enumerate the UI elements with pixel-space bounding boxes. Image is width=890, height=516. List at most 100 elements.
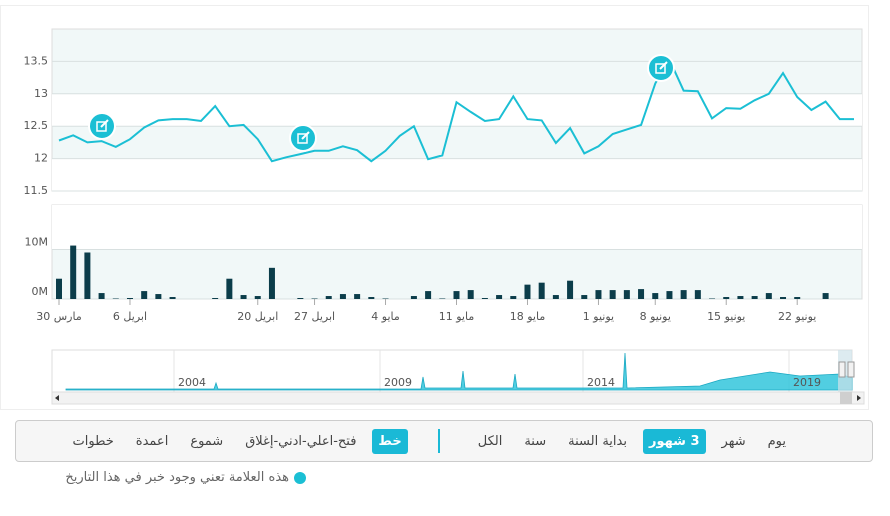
volume-bar bbox=[510, 296, 517, 299]
note-text: هذه العلامة تعني وجود خبر في هذا التاريخ bbox=[65, 470, 289, 485]
volume-bar bbox=[297, 298, 304, 299]
x-tick-label: 27 ابريل bbox=[294, 310, 335, 323]
nav-label: 2014 bbox=[587, 376, 615, 389]
nav-label: 2004 bbox=[178, 376, 206, 389]
volume-bar bbox=[581, 295, 588, 299]
range-button[interactable]: الكل bbox=[477, 433, 503, 449]
volume-bar bbox=[595, 290, 602, 299]
bands bbox=[51, 28, 863, 300]
separator bbox=[437, 429, 440, 453]
y-tick-label: 0M bbox=[32, 285, 49, 298]
range-button[interactable]: يوم bbox=[767, 433, 786, 449]
volume-bar bbox=[325, 296, 332, 299]
volume-bar bbox=[737, 296, 744, 299]
note-icon bbox=[294, 471, 306, 484]
range-button[interactable]: بداية السنة bbox=[568, 433, 627, 449]
x-tick-label: 11 مايو bbox=[439, 310, 475, 323]
volume-bar bbox=[240, 295, 247, 299]
y-tick-label: 13 bbox=[34, 87, 48, 100]
volume-bar bbox=[609, 290, 616, 299]
volume-bar bbox=[680, 290, 687, 299]
volume-bar bbox=[212, 298, 219, 299]
volume-bar bbox=[552, 295, 559, 299]
range-button[interactable]: شهر bbox=[721, 433, 746, 449]
volume-bar bbox=[368, 297, 375, 299]
x-tick-label: 15 يونيو bbox=[707, 310, 745, 323]
volume-bar bbox=[56, 278, 62, 299]
news-note: هذه العلامة تعني وجود خبر في هذا التاريخ bbox=[16, 470, 306, 485]
toolbar: يوم شهر 3 شهور بداية السنة سنة الكل خط فتح-اعلي… bbox=[15, 420, 873, 462]
volume-bar bbox=[567, 280, 574, 299]
x-tick-label: 18 مايو bbox=[510, 310, 546, 323]
volume-bar bbox=[623, 290, 630, 299]
chart-type-button[interactable]: شموع bbox=[190, 433, 224, 449]
x-tick-label: 1 يونيو bbox=[583, 310, 614, 323]
volume-bar bbox=[765, 293, 772, 299]
x-tick-label: 8 يونيو bbox=[640, 310, 671, 323]
volume-bar bbox=[268, 267, 275, 299]
nav-label: 2009 bbox=[384, 376, 412, 389]
volume-bar bbox=[666, 291, 673, 299]
scroll-left[interactable] bbox=[55, 395, 59, 401]
volume-bar bbox=[169, 297, 176, 299]
volume-bar bbox=[98, 293, 105, 299]
volume-bar bbox=[84, 252, 91, 299]
volume-bar bbox=[254, 296, 261, 299]
scroll-right[interactable] bbox=[857, 395, 861, 401]
news-flag[interactable] bbox=[289, 124, 317, 152]
y-tick-label: 12.5 bbox=[24, 119, 49, 132]
volume-bar bbox=[780, 297, 787, 299]
volume-bar bbox=[453, 291, 460, 299]
volume-bar bbox=[70, 245, 77, 299]
range-button[interactable]: سنة bbox=[524, 433, 547, 449]
band bbox=[52, 205, 862, 250]
volume-bar bbox=[155, 294, 162, 299]
y-tick-label: 12 bbox=[34, 152, 48, 165]
frame bbox=[0, 5, 869, 410]
volume-bar bbox=[141, 291, 148, 299]
y-tick-label: 10M bbox=[25, 236, 49, 249]
x-tick-label: 22 يونيو bbox=[778, 310, 816, 323]
range-button[interactable]: 3 شهور bbox=[642, 428, 706, 454]
nav-handle[interactable] bbox=[847, 361, 855, 378]
x-tick-label: 30 مارس bbox=[36, 310, 82, 323]
news-flag[interactable] bbox=[88, 112, 116, 140]
nav-label: 2019 bbox=[793, 376, 821, 389]
volume-bar bbox=[723, 297, 730, 299]
nav-handle[interactable] bbox=[838, 361, 846, 378]
volume-bar bbox=[794, 297, 801, 299]
volume-bar bbox=[694, 290, 701, 299]
volume-bar bbox=[410, 296, 417, 299]
scroll-thumb[interactable] bbox=[840, 392, 852, 404]
volume-bar bbox=[467, 290, 474, 299]
volume-bar bbox=[751, 296, 758, 299]
y-tick-label: 13.5 bbox=[24, 54, 49, 67]
chart-type-button[interactable]: خط bbox=[372, 428, 408, 454]
chart-type-button[interactable]: فتح-اعلي-ادني-إغلاق bbox=[245, 433, 357, 449]
volume-bar bbox=[524, 284, 531, 299]
price-line bbox=[58, 57, 854, 163]
volume-bar bbox=[126, 298, 133, 299]
volume-bar bbox=[822, 293, 829, 299]
volume-bar bbox=[496, 295, 503, 299]
news-flag[interactable] bbox=[647, 54, 675, 82]
chart-type-button[interactable]: اعمدة bbox=[135, 433, 169, 449]
band bbox=[52, 158, 862, 191]
volume-bar bbox=[481, 298, 488, 299]
x-tick-label: 20 ابريل bbox=[237, 310, 278, 323]
scrollbar[interactable] bbox=[51, 391, 865, 405]
band bbox=[52, 93, 862, 127]
stock-chart: 11.5 12 12.5 13 13.5 0M 10M 30 مارس 6 ابريل 20 اب… bbox=[0, 5, 869, 410]
y-tick-label: 11.5 bbox=[24, 184, 49, 197]
chart-type-button[interactable]: خطوات bbox=[72, 433, 114, 449]
x-tick-label: 4 مايو bbox=[371, 310, 400, 323]
volume-bar bbox=[638, 289, 645, 299]
volume-bar bbox=[226, 278, 233, 299]
volume-bar bbox=[652, 293, 659, 299]
volume-bar bbox=[425, 291, 432, 299]
nav-area bbox=[65, 352, 853, 391]
volume-bar bbox=[538, 282, 545, 299]
volume-bar bbox=[354, 294, 361, 299]
x-tick-label: 6 ابريل bbox=[113, 310, 147, 323]
